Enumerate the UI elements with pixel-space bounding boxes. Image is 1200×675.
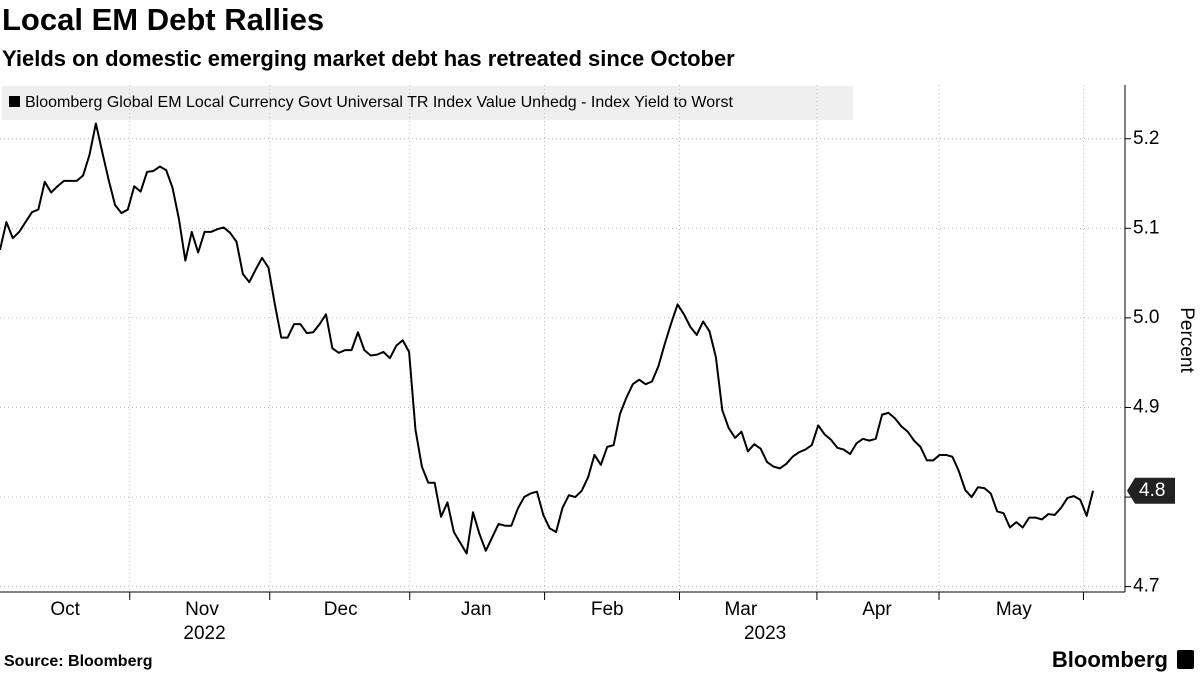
y-tick-label: 5.2 [1133,128,1159,149]
x-tick-label: May [996,599,1032,620]
x-tick-label: Dec [324,599,358,620]
x-tick-label: Feb [591,599,624,620]
x-year-label: 2022 [183,623,225,644]
x-tick-label: Oct [50,599,80,620]
y-tick-label: 4.9 [1133,396,1159,417]
logo: Bloomberg [1052,647,1168,672]
x-tick-label: Nov [185,599,219,620]
chart-subtitle: Yields on domestic emerging market debt … [2,46,735,71]
last-value-box [1127,477,1175,504]
legend-label: Bloomberg Global EM Local Currency Govt … [25,94,733,111]
legend-swatch [9,96,20,107]
y-tick-label: 5.0 [1133,307,1159,328]
y-tick-label: 5.1 [1133,217,1159,238]
chart-title: Local EM Debt Rallies [2,2,324,37]
last-value-label: 4.8 [1139,480,1165,501]
y-tick-label: 4.7 [1133,576,1159,597]
x-tick-label: Apr [862,599,892,620]
source: Source: Bloomberg [4,653,152,670]
legend-background [2,86,853,120]
x-tick-label: Jan [461,599,492,620]
x-tick-label: Mar [724,599,757,620]
y-axis-label: Percent [1176,307,1197,373]
series-line [0,122,1095,555]
x-year-label: 2023 [744,623,786,644]
logo-icon [1177,650,1194,669]
